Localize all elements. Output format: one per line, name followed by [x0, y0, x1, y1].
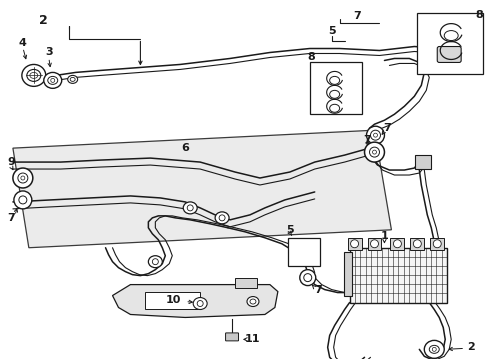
Ellipse shape [14, 191, 32, 209]
Bar [367, 238, 381, 250]
Ellipse shape [364, 142, 384, 162]
Text: 7: 7 [313, 284, 321, 294]
Ellipse shape [432, 240, 440, 248]
Text: 6: 6 [181, 143, 189, 153]
Ellipse shape [215, 212, 228, 224]
Text: 1: 1 [380, 231, 387, 241]
Text: 2: 2 [467, 342, 474, 352]
Text: 7: 7 [353, 11, 361, 21]
Text: 10: 10 [165, 294, 181, 305]
Ellipse shape [393, 240, 401, 248]
Bar [347, 238, 361, 250]
Ellipse shape [366, 126, 384, 144]
Ellipse shape [148, 256, 162, 268]
Ellipse shape [350, 240, 358, 248]
Bar [416, 13, 482, 75]
Text: 4: 4 [19, 37, 27, 48]
Text: 5: 5 [285, 225, 293, 235]
Ellipse shape [412, 240, 421, 248]
Text: 11: 11 [244, 334, 259, 345]
Bar [235, 278, 256, 288]
Bar [287, 238, 319, 266]
Bar [414, 155, 430, 169]
Ellipse shape [246, 297, 259, 306]
Ellipse shape [22, 64, 46, 86]
FancyBboxPatch shape [436, 46, 460, 62]
Text: 2: 2 [40, 14, 48, 27]
Ellipse shape [44, 72, 61, 88]
Polygon shape [112, 285, 277, 318]
Ellipse shape [67, 75, 78, 84]
Text: 7: 7 [7, 213, 15, 223]
Ellipse shape [13, 168, 33, 188]
Ellipse shape [183, 202, 197, 214]
Text: 3: 3 [45, 48, 53, 58]
Text: 8: 8 [474, 10, 482, 20]
Bar [349, 248, 447, 302]
Ellipse shape [299, 270, 315, 285]
FancyBboxPatch shape [225, 333, 238, 341]
Bar [429, 238, 443, 250]
Polygon shape [13, 130, 390, 248]
Bar [309, 62, 361, 114]
Bar [343, 252, 351, 296]
Text: 5: 5 [327, 26, 335, 36]
Bar [389, 238, 404, 250]
Text: 9: 9 [7, 157, 15, 167]
Text: 7: 7 [383, 123, 390, 133]
Ellipse shape [370, 240, 378, 248]
Ellipse shape [424, 340, 443, 358]
Text: 8: 8 [307, 53, 315, 63]
Ellipse shape [193, 298, 207, 310]
Text: 7: 7 [363, 135, 371, 145]
Bar [409, 238, 424, 250]
Bar [145, 292, 200, 310]
